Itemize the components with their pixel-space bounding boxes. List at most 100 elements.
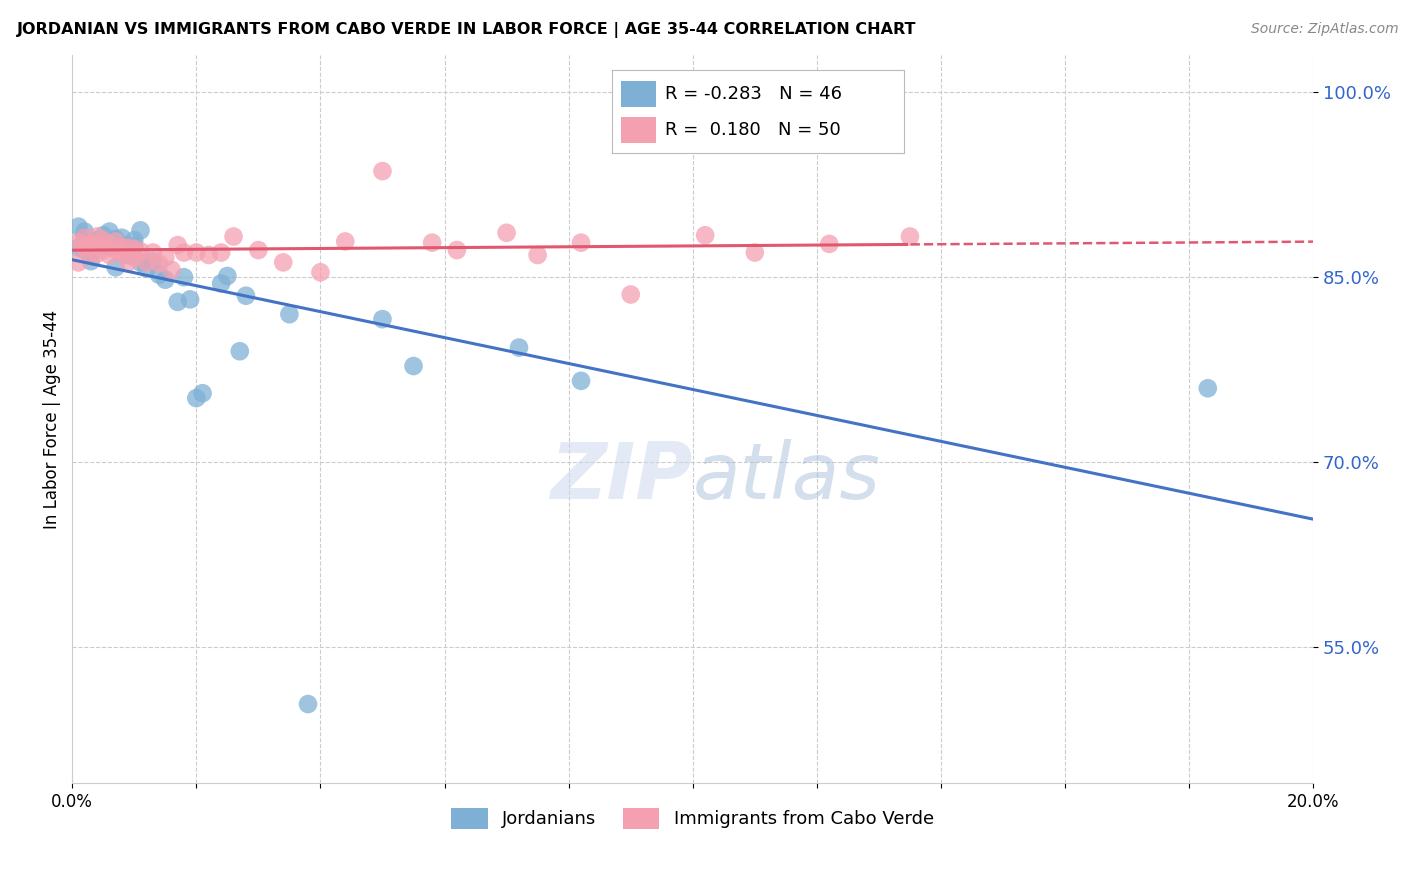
- Point: [209, 245, 232, 260]
- Point: [98, 248, 121, 262]
- Point: [117, 255, 139, 269]
- Point: [135, 255, 157, 269]
- Point: [80, 245, 103, 260]
- Point: [526, 248, 548, 262]
- Point: [124, 239, 146, 253]
- Point: [160, 262, 183, 277]
- Y-axis label: In Labor Force | Age 35-44: In Labor Force | Age 35-44: [44, 310, 60, 529]
- Point: [73, 243, 96, 257]
- Point: [142, 245, 165, 260]
- Point: [186, 391, 208, 405]
- Point: [86, 229, 108, 244]
- Point: [104, 243, 127, 257]
- Point: [371, 164, 394, 178]
- Point: [247, 243, 270, 257]
- Point: [173, 245, 195, 260]
- Point: [186, 245, 208, 260]
- Point: [117, 241, 139, 255]
- Point: [80, 238, 103, 252]
- Point: [91, 238, 114, 252]
- Point: [155, 273, 177, 287]
- Point: [173, 270, 195, 285]
- Point: [166, 238, 188, 252]
- Point: [73, 225, 96, 239]
- Point: [67, 255, 90, 269]
- Point: [142, 254, 165, 268]
- Point: [271, 255, 294, 269]
- Point: [148, 268, 170, 282]
- Point: [86, 238, 108, 252]
- Point: [111, 238, 134, 252]
- Point: [569, 235, 592, 250]
- Point: [695, 228, 717, 243]
- Point: [191, 386, 214, 401]
- Point: [124, 251, 146, 265]
- Point: [67, 235, 90, 250]
- Point: [124, 233, 146, 247]
- Point: [744, 245, 766, 260]
- Point: [86, 233, 108, 247]
- Point: [209, 277, 232, 291]
- Point: [217, 268, 239, 283]
- Point: [91, 243, 114, 257]
- Point: [80, 235, 103, 249]
- Point: [495, 226, 517, 240]
- Legend: Jordanians, Immigrants from Cabo Verde: Jordanians, Immigrants from Cabo Verde: [444, 801, 941, 836]
- Point: [235, 289, 257, 303]
- Point: [80, 235, 103, 250]
- Point: [91, 233, 114, 247]
- Point: [73, 239, 96, 253]
- Point: [297, 697, 319, 711]
- Point: [111, 231, 134, 245]
- Point: [1197, 381, 1219, 395]
- Point: [129, 223, 152, 237]
- Point: [104, 232, 127, 246]
- Text: ZIP: ZIP: [551, 440, 693, 516]
- Point: [129, 255, 152, 269]
- Point: [86, 238, 108, 252]
- Point: [135, 261, 157, 276]
- Point: [73, 231, 96, 245]
- Point: [86, 246, 108, 260]
- Point: [91, 228, 114, 243]
- Point: [148, 257, 170, 271]
- Point: [309, 265, 332, 279]
- Point: [446, 243, 468, 257]
- Point: [371, 312, 394, 326]
- Point: [197, 248, 219, 262]
- Point: [67, 241, 90, 255]
- Point: [73, 241, 96, 255]
- Point: [569, 374, 592, 388]
- Point: [73, 231, 96, 245]
- Point: [508, 341, 530, 355]
- Point: [117, 248, 139, 262]
- Point: [104, 260, 127, 275]
- Point: [166, 294, 188, 309]
- Point: [898, 229, 921, 244]
- Point: [111, 246, 134, 260]
- Point: [111, 241, 134, 255]
- Point: [335, 235, 357, 249]
- Point: [229, 344, 252, 359]
- Point: [124, 242, 146, 256]
- Point: [98, 225, 121, 239]
- Point: [91, 236, 114, 251]
- Text: Source: ZipAtlas.com: Source: ZipAtlas.com: [1251, 22, 1399, 37]
- Point: [818, 236, 841, 251]
- Point: [117, 243, 139, 257]
- Point: [80, 245, 103, 260]
- Point: [98, 238, 121, 252]
- Point: [80, 254, 103, 268]
- Point: [420, 235, 443, 250]
- Point: [98, 239, 121, 253]
- Point: [104, 235, 127, 249]
- Point: [155, 251, 177, 265]
- Point: [129, 244, 152, 259]
- Text: atlas: atlas: [693, 440, 880, 516]
- Text: JORDANIAN VS IMMIGRANTS FROM CABO VERDE IN LABOR FORCE | AGE 35-44 CORRELATION C: JORDANIAN VS IMMIGRANTS FROM CABO VERDE …: [17, 22, 917, 38]
- Point: [67, 219, 90, 234]
- Point: [222, 229, 245, 244]
- Point: [402, 359, 425, 373]
- Point: [278, 307, 301, 321]
- Point: [80, 236, 103, 251]
